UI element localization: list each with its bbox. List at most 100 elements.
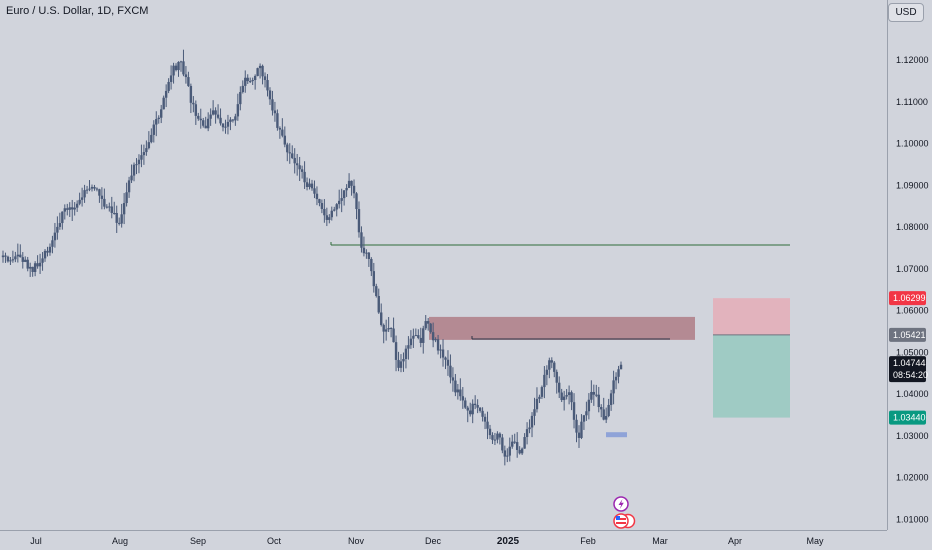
- candle-body: [293, 157, 296, 164]
- candle-body: [78, 199, 81, 204]
- candle-body: [387, 327, 390, 330]
- candle-body: [323, 208, 326, 216]
- candle-body: [135, 164, 138, 166]
- time-tick-label: Aug: [112, 536, 128, 546]
- candle-body: [380, 312, 383, 325]
- candle-body: [525, 429, 529, 438]
- time-tick-label: Oct: [267, 536, 282, 546]
- candle-body: [513, 441, 516, 443]
- candle-body: [347, 180, 351, 188]
- candle-body: [179, 61, 183, 63]
- candle-body: [365, 252, 368, 254]
- candle-body: [288, 152, 291, 154]
- candle-body: [202, 120, 205, 126]
- candle-body: [41, 258, 44, 263]
- candle-body: [600, 407, 603, 410]
- candle-body: [157, 117, 160, 120]
- candle-body: [219, 117, 222, 124]
- candle-body: [404, 348, 408, 359]
- candle-body: [167, 81, 170, 91]
- flash-event-icon[interactable]: [613, 496, 629, 512]
- candle-body: [103, 198, 106, 207]
- candle-body: [140, 155, 143, 160]
- candle-body: [377, 295, 380, 313]
- candle-body: [360, 232, 363, 248]
- candle-body: [182, 61, 185, 75]
- candle-body: [370, 258, 373, 272]
- candle-body: [352, 185, 356, 194]
- entry-price-badge-bg: [889, 327, 926, 342]
- candle-body: [422, 328, 425, 343]
- candle-body: [493, 439, 497, 441]
- candle-body: [515, 442, 519, 450]
- time-tick-label: Dec: [425, 536, 442, 546]
- candle-body: [164, 90, 168, 98]
- candle-body: [192, 102, 195, 105]
- candle-body: [318, 199, 321, 204]
- us-flag-event-icon[interactable]: [613, 513, 636, 529]
- candle-body: [261, 65, 264, 77]
- candle-body: [533, 409, 536, 416]
- candle-body: [580, 421, 583, 438]
- candle-body: [362, 247, 366, 254]
- price-tick-label: 1.02000: [896, 473, 929, 483]
- price-axis[interactable]: 1.12000 1.11000 1.10000 1.09000 1.08000 1.070…: [896, 55, 929, 525]
- candle-body: [303, 171, 306, 183]
- currency-button[interactable]: USD: [888, 3, 924, 22]
- candle-body: [355, 193, 358, 210]
- candle-body: [291, 153, 294, 158]
- candle-body: [473, 403, 477, 406]
- candle-body: [587, 399, 591, 412]
- target-price-badge-bg: [889, 410, 926, 425]
- candle-body: [189, 85, 193, 103]
- candle-body: [276, 113, 279, 128]
- candle-body: [226, 121, 230, 127]
- candle-body: [56, 226, 59, 233]
- time-axis[interactable]: Jul Aug Sep Oct Nov Dec 2025 Feb Mar Apr May: [30, 536, 824, 547]
- candle-body: [469, 410, 472, 415]
- stop-price-badge-label: 1.06299: [893, 293, 926, 303]
- candle-body: [211, 110, 215, 115]
- candle-body: [538, 396, 541, 399]
- candle-body: [308, 183, 311, 187]
- candle-body: [132, 164, 136, 176]
- candle-body: [397, 359, 400, 368]
- candle-body: [459, 389, 462, 397]
- candle-body: [38, 262, 42, 267]
- time-tick-label: Mar: [652, 536, 668, 546]
- candle-body: [199, 118, 202, 121]
- candle-body: [320, 203, 324, 209]
- candle-body: [24, 259, 27, 262]
- candle-body: [508, 446, 511, 456]
- candle-body: [130, 175, 133, 181]
- candle-body: [518, 449, 521, 454]
- candle-body: [548, 360, 551, 370]
- candle-body: [174, 65, 178, 71]
- stop-loss-zone: [713, 298, 790, 335]
- candle-body: [498, 433, 502, 438]
- candle-body: [46, 250, 49, 253]
- candle-body: [93, 186, 96, 189]
- candle-body: [36, 263, 39, 267]
- candle-body: [33, 263, 37, 272]
- candle-body: [155, 119, 158, 125]
- candle-body: [570, 392, 573, 403]
- candle-body: [142, 152, 146, 156]
- candle-body: [389, 327, 393, 329]
- candle-body: [345, 187, 348, 191]
- candle-body: [315, 193, 319, 200]
- candle-body: [1, 255, 5, 258]
- zones-layer: [429, 298, 790, 438]
- candle-body: [105, 206, 109, 208]
- candle-body: [249, 81, 252, 83]
- candle-body: [256, 68, 259, 77]
- candle-body: [113, 212, 116, 214]
- candle-body: [412, 335, 415, 339]
- candle-body: [75, 203, 79, 208]
- price-tick-label: 1.10000: [896, 139, 929, 149]
- candle-body: [382, 324, 385, 332]
- price-tick-label: 1.08000: [896, 222, 929, 232]
- candle-body: [110, 206, 113, 213]
- candle-body: [419, 337, 422, 343]
